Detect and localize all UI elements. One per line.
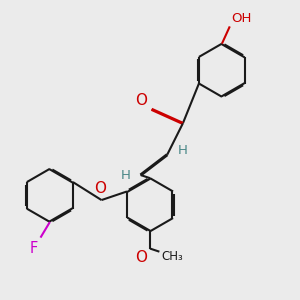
Text: F: F — [30, 241, 38, 256]
Text: CH₃: CH₃ — [161, 250, 183, 263]
Text: O: O — [94, 181, 106, 196]
Text: O: O — [135, 93, 147, 108]
Text: O: O — [135, 250, 147, 265]
Text: OH: OH — [231, 12, 252, 25]
Text: H: H — [178, 144, 188, 158]
Text: H: H — [121, 169, 130, 182]
